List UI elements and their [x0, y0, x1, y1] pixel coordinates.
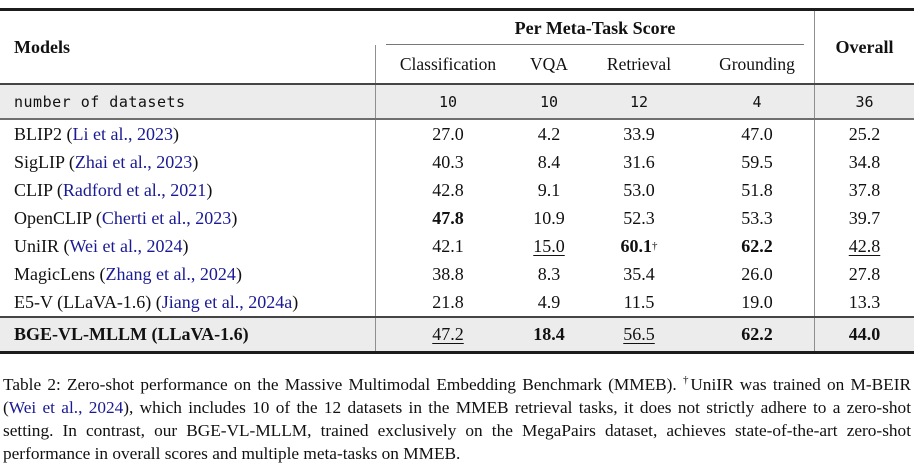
citation-link[interactable]: Wei et al., 2024 [8, 397, 124, 417]
datasets-count-overall: 36 [814, 85, 914, 118]
score-grounding: 62.2 [741, 324, 773, 344]
datasets-count-vqa: 10 [539, 92, 559, 111]
highlighted-result-row: BGE-VL-MLLM (LLaVA-1.6) 47.2 18.4 56.5 6… [0, 318, 914, 351]
results-table: Models Per Meta-Task Score Overall Class… [0, 8, 914, 465]
score-overall: 42.8 [814, 232, 914, 260]
model-name: BLIP2 (Li et al., 2023) [14, 123, 179, 144]
score-retrieval: 52.3 [623, 207, 655, 228]
score-retrieval: 11.5 [623, 291, 655, 312]
datasets-count-retrieval: 12 [629, 92, 649, 111]
datasets-row-bottom-rule [0, 118, 914, 120]
model-name: UniIR (Wei et al., 2024) [14, 235, 189, 256]
datasets-count-classification: 10 [375, 85, 520, 118]
score-grounding: 51.8 [741, 179, 773, 200]
header-bottom-rule [0, 83, 914, 85]
score-overall: 13.3 [814, 288, 914, 316]
column-header-retrieval: Retrieval [606, 53, 672, 74]
score-grounding: 26.0 [741, 263, 773, 284]
score-classification: 38.8 [375, 260, 520, 288]
table-row: UniIR (Wei et al., 2024) 42.1 15.0 60.1 †… [0, 232, 914, 260]
score-vqa: 4.9 [537, 291, 561, 312]
model-name: SigLIP (Zhai et al., 2023) [14, 151, 199, 172]
score-classification: 47.8 [375, 204, 520, 232]
score-retrieval: 56.5 [623, 324, 655, 344]
score-retrieval: 35.4 [623, 263, 655, 284]
score-retrieval: 60.1 † [620, 235, 658, 256]
score-classification: 47.2 [375, 318, 520, 351]
score-classification: 42.1 [375, 232, 520, 260]
score-overall: 25.2 [814, 120, 914, 148]
column-header-vqa: VQA [530, 53, 568, 74]
table-row: SigLIP (Zhai et al., 2023) 40.3 8.4 31.6… [0, 148, 914, 176]
score-overall: 27.8 [814, 260, 914, 288]
score-classification: 27.0 [375, 120, 520, 148]
column-header-grounding: Grounding [719, 53, 795, 74]
score-vqa: 15.0 [533, 235, 565, 256]
score-vqa: 9.1 [537, 179, 561, 200]
table-row: BLIP2 (Li et al., 2023) 27.0 4.2 33.9 47… [0, 120, 914, 148]
score-retrieval: 53.0 [623, 179, 655, 200]
score-vqa: 8.3 [537, 263, 561, 284]
score-overall: 44.0 [814, 318, 914, 351]
citation-link[interactable]: Jiang et al., 2024a [161, 291, 293, 312]
model-name: MagicLens (Zhang et al., 2024) [14, 263, 242, 284]
citation-link[interactable]: Zhai et al., 2023 [74, 151, 193, 172]
model-name: CLIP (Radford et al., 2021) [14, 179, 213, 200]
citation-link[interactable]: Cherti et al., 2023 [101, 207, 232, 228]
model-name: BGE-VL-MLLM (LLaVA-1.6) [14, 324, 249, 344]
score-grounding: 59.5 [741, 151, 773, 172]
column-group-header: Per Meta-Task Score [386, 18, 804, 45]
score-classification: 42.8 [375, 176, 520, 204]
citation-link[interactable]: Zhang et al., 2024 [105, 263, 236, 284]
score-grounding: 62.2 [741, 235, 773, 256]
table-row: CLIP (Radford et al., 2021) 42.8 9.1 53.… [0, 176, 914, 204]
score-retrieval: 31.6 [623, 151, 655, 172]
table-top-rule [0, 8, 914, 11]
datasets-count-row: number of datasets 10 10 12 4 36 [0, 85, 914, 118]
body-bottom-rule [0, 316, 914, 318]
score-grounding: 19.0 [741, 291, 773, 312]
table-bottom-rule [0, 351, 914, 354]
table-row: OpenCLIP (Cherti et al., 2023) 47.8 10.9… [0, 204, 914, 232]
score-grounding: 53.3 [741, 207, 773, 228]
model-name: E5-V (LLaVA-1.6) (Jiang et al., 2024a) [14, 291, 299, 312]
score-overall: 34.8 [814, 148, 914, 176]
score-classification: 40.3 [375, 148, 520, 176]
datasets-row-label: number of datasets [14, 92, 186, 111]
score-vqa: 4.2 [537, 123, 561, 144]
citation-link[interactable]: Wei et al., 2024 [69, 235, 183, 256]
table-body: BLIP2 (Li et al., 2023) 27.0 4.2 33.9 47… [0, 120, 914, 316]
column-header-models: Models [14, 36, 70, 57]
score-grounding: 47.0 [741, 123, 773, 144]
table-row: MagicLens (Zhang et al., 2024) 38.8 8.3 … [0, 260, 914, 288]
score-overall: 39.7 [814, 204, 914, 232]
score-classification: 21.8 [375, 288, 520, 316]
model-name: OpenCLIP (Cherti et al., 2023) [14, 207, 238, 228]
score-vqa: 10.9 [533, 207, 565, 228]
column-header-overall: Overall [814, 11, 914, 83]
table-caption: Table 2: Zero-shot performance on the Ma… [3, 373, 911, 464]
column-header-classification: Classification [375, 45, 520, 83]
score-overall: 37.8 [814, 176, 914, 204]
score-vqa: 8.4 [537, 151, 561, 172]
citation-link[interactable]: Li et al., 2023 [72, 123, 173, 144]
table-row: E5-V (LLaVA-1.6) (Jiang et al., 2024a) 2… [0, 288, 914, 316]
table-header: Models Per Meta-Task Score Overall Class… [0, 11, 914, 83]
citation-link[interactable]: Radford et al., 2021 [62, 179, 207, 200]
score-retrieval: 33.9 [623, 123, 655, 144]
score-vqa: 18.4 [533, 324, 565, 344]
dagger-footnote-marker: † [682, 373, 691, 386]
datasets-count-grounding: 4 [752, 92, 762, 111]
